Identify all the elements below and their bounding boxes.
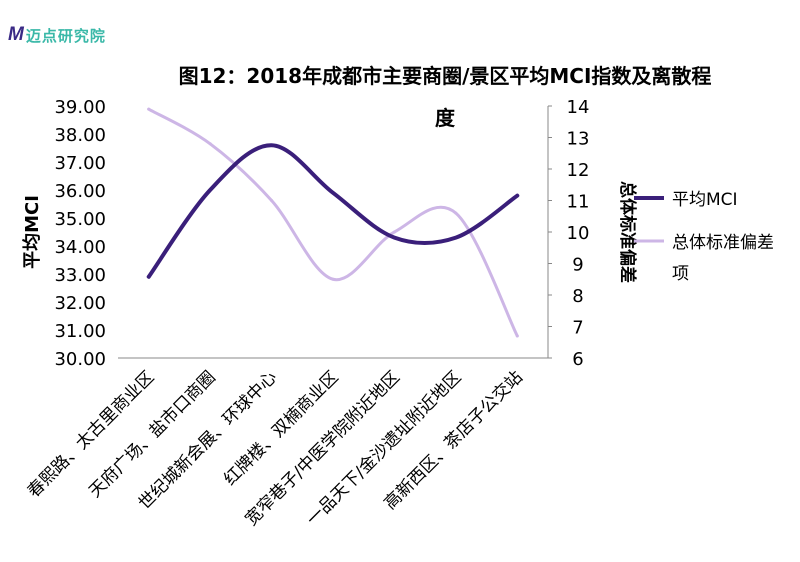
series-line-std-dev: [147, 107, 519, 338]
std-dev-point: [392, 230, 396, 234]
y-right-tick-label: 9: [572, 255, 583, 276]
y-left-axis-label: 平均MCI: [21, 195, 43, 269]
y-right-tick-label: 11: [567, 192, 590, 213]
std-dev-point: [208, 142, 212, 146]
avg-mci-point: [515, 194, 519, 198]
y-right-tick-label: 7: [572, 318, 583, 339]
y-left-tick-label: 30.00: [54, 349, 106, 370]
y-right-axis-label: 总体标准偏差: [617, 181, 638, 283]
std-dev-point: [454, 211, 458, 215]
y-left-tick-label: 37.00: [54, 153, 106, 174]
y-left-tick-label: 31.00: [54, 321, 106, 342]
legend-label-avg-mci: 平均MCI: [672, 190, 738, 210]
brand-logo: M 迈点研究院: [8, 24, 106, 46]
y-left-tick-label: 38.00: [54, 125, 106, 146]
y-left-tick-label: 39.00: [54, 97, 106, 118]
y-left-tick-label: 36.00: [54, 181, 106, 202]
chart-title-line1: 图12：2018年成都市主要商圈/景区平均MCI指数及离散程: [179, 64, 712, 88]
std-dev-point: [147, 107, 151, 111]
y-left-tick-label: 32.00: [54, 293, 106, 314]
avg-mci-point: [147, 275, 151, 279]
avg-mci-point: [392, 236, 396, 240]
y-right-tick-label: 6: [572, 349, 583, 370]
y-right-tick-label: 13: [567, 129, 590, 150]
avg-mci-point: [208, 188, 212, 192]
y-right-tick-label: 8: [572, 286, 583, 307]
y-right-tick-label: 14: [567, 97, 590, 118]
y-right-tick-label: 10: [567, 223, 590, 244]
std-dev-point: [331, 277, 335, 281]
legend-label-std-dev-line1: 总体标准偏差: [672, 233, 774, 253]
y-left-tick-label: 33.00: [54, 265, 106, 286]
std-dev-point: [270, 199, 274, 202]
avg-mci-point: [454, 236, 458, 240]
brand-name: 迈点研究院: [25, 26, 106, 45]
x-tick-label: 红牌楼、双楠商业区: [220, 367, 342, 489]
avg-mci-point: [270, 143, 274, 147]
y-right-tick-label: 12: [567, 160, 590, 181]
avg-mci-point: [331, 191, 335, 195]
y-left-tick-label: 35.00: [54, 209, 106, 230]
std-dev-point: [515, 334, 519, 338]
series-line-avg-mci: [146, 143, 520, 279]
legend-label-std-dev-line2: 项: [672, 264, 689, 284]
chart-title-line2: 度: [435, 106, 456, 130]
y-left-tick-label: 34.00: [54, 237, 106, 258]
brand-logo-mark: M: [8, 24, 24, 45]
